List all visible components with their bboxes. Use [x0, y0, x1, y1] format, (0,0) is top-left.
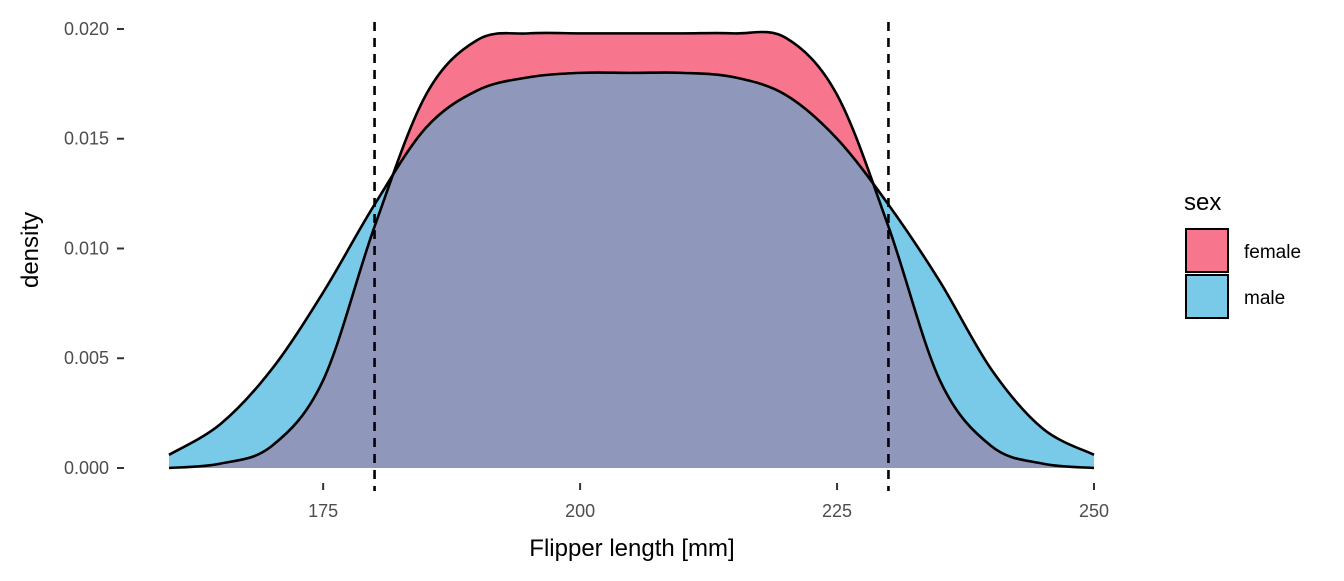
- y-tick-label: 0.010: [64, 238, 109, 258]
- y-tick-label: 0.000: [64, 458, 109, 478]
- y-tick-label: 0.015: [64, 129, 109, 149]
- y-axis-title: density: [17, 212, 44, 288]
- y-tick-label: 0.005: [64, 348, 109, 368]
- legend-label-male: male: [1244, 288, 1285, 309]
- x-tick-label: 200: [565, 501, 595, 521]
- plot-area: [168, 30, 1095, 470]
- x-tick-label: 225: [822, 501, 852, 521]
- legend: sex female male: [1184, 189, 1301, 319]
- x-tick-label: 250: [1079, 501, 1109, 521]
- x-axis-title: Flipper length [mm]: [529, 535, 734, 562]
- y-tick-label: 0.020: [64, 19, 109, 39]
- legend-swatch-male: [1185, 274, 1229, 319]
- legend-label-female: female: [1244, 242, 1301, 263]
- legend-swatch-female: [1185, 228, 1229, 273]
- axes: 175 200 225 250 0.000 0.005 0.010 0.015 0.020: [64, 19, 1109, 521]
- line-male: [168, 71, 1095, 456]
- legend-title: sex: [1184, 189, 1221, 216]
- line-female: [168, 30, 1095, 470]
- x-tick-label: 175: [308, 501, 338, 521]
- reference-lines: [373, 22, 890, 491]
